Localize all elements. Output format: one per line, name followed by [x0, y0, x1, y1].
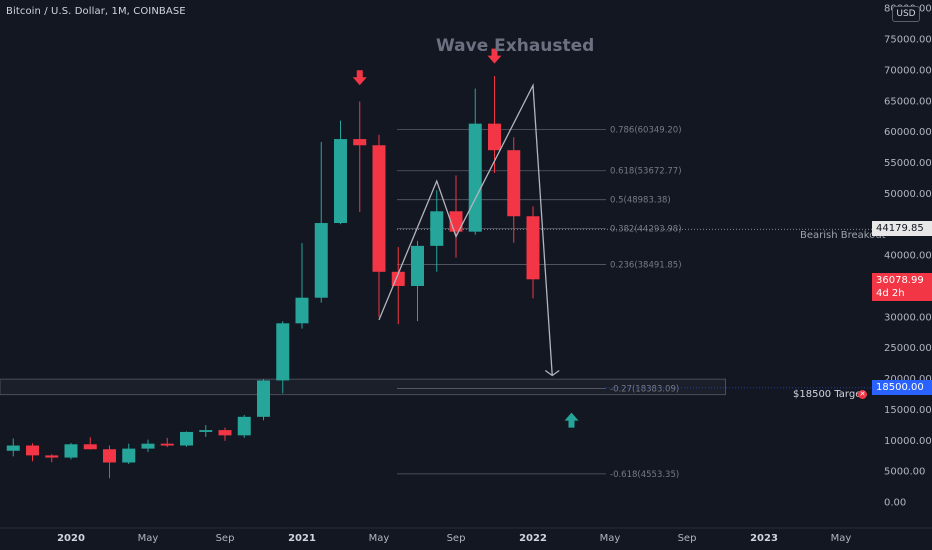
- candle-body[interactable]: [488, 123, 501, 151]
- candle-body[interactable]: [122, 448, 136, 463]
- candle-body[interactable]: [64, 444, 78, 458]
- y-tick-label: 40000.00: [884, 251, 932, 262]
- y-tick-label: 65000.00: [884, 96, 932, 107]
- candle-body[interactable]: [218, 430, 232, 436]
- x-tick-label: Sep: [447, 533, 466, 544]
- y-tick-label: 60000.00: [884, 127, 932, 138]
- candle-body[interactable]: [507, 150, 521, 217]
- candle-body[interactable]: [314, 223, 328, 298]
- x-tick-label: May: [369, 533, 390, 544]
- candle-body[interactable]: [6, 445, 20, 451]
- candle-body[interactable]: [141, 443, 155, 449]
- candle-body[interactable]: [468, 123, 482, 232]
- fib-label: 0.618(53672.77): [610, 167, 682, 177]
- last-price-badge: 36078.99 4d 2h: [872, 273, 932, 301]
- candle-body[interactable]: [411, 245, 424, 286]
- candle-body[interactable]: [26, 445, 39, 456]
- x-tick-label: Sep: [678, 533, 697, 544]
- x-tick-label: 2023: [750, 533, 778, 544]
- y-tick-label: 5000.00: [884, 467, 925, 478]
- candle-body[interactable]: [295, 297, 309, 324]
- projection-arrowhead: [544, 369, 560, 377]
- sell-arrow-icon: [487, 48, 502, 64]
- y-tick-label: 50000.00: [884, 189, 932, 200]
- candle-body[interactable]: [199, 430, 213, 432]
- candle-body[interactable]: [353, 139, 367, 146]
- candle-body[interactable]: [257, 380, 270, 417]
- candle-body[interactable]: [526, 216, 540, 280]
- fib-label: 0.786(60349.20): [610, 126, 682, 136]
- candle-body[interactable]: [45, 455, 59, 458]
- y-tick-label: 25000.00: [884, 343, 932, 354]
- candle-body[interactable]: [160, 443, 174, 446]
- current-price-badge: 44179.85: [872, 221, 932, 236]
- candle-body[interactable]: [237, 416, 251, 436]
- fib-label: 0.236(38491.85): [610, 260, 682, 270]
- wave-projection-path: [378, 82, 553, 376]
- chart-headline: Wave Exhausted: [436, 36, 595, 56]
- target-price-badge: 18500.00: [872, 380, 932, 395]
- candle-body[interactable]: [103, 449, 116, 463]
- last-price-countdown: 4d 2h: [876, 288, 905, 299]
- y-tick-label: 30000.00: [884, 312, 932, 323]
- candle-body[interactable]: [334, 139, 347, 224]
- bearish-breakout-label: Bearish Breakout: [800, 230, 886, 241]
- symbol-title: Bitcoin / U.S. Dollar, 1M, COINBASE: [6, 6, 186, 17]
- candle-body[interactable]: [276, 323, 290, 381]
- fib-label: 0.5(48983.38): [610, 196, 671, 206]
- y-tick-label: 75000.00: [884, 35, 932, 46]
- y-tick-label: 55000.00: [884, 158, 932, 169]
- x-tick-label: Sep: [216, 533, 235, 544]
- last-price-value: 36078.99: [876, 275, 924, 286]
- x-tick-label: 2022: [519, 533, 547, 544]
- x-tick-label: May: [600, 533, 621, 544]
- x-tick-label: May: [831, 533, 852, 544]
- candle-body[interactable]: [372, 145, 386, 272]
- candle-body[interactable]: [180, 431, 193, 446]
- x-tick-label: 2020: [57, 533, 85, 544]
- x-tick-label: 2021: [288, 533, 316, 544]
- x-tick-label: May: [138, 533, 159, 544]
- y-tick-label: 0.00: [884, 498, 906, 509]
- fib-label: 0.382(44293.98): [610, 225, 682, 235]
- y-tick-label: 70000.00: [884, 65, 932, 76]
- target-zone: [0, 378, 726, 396]
- buy-arrow-icon: [564, 412, 579, 428]
- currency-button[interactable]: USD: [892, 6, 920, 22]
- y-tick-label: 10000.00: [884, 436, 932, 447]
- candle-body[interactable]: [83, 444, 97, 450]
- fib-label: -0.618(4553.35): [610, 470, 679, 480]
- y-tick-label: 15000.00: [884, 405, 932, 416]
- target-label: $18500 Target: [793, 389, 866, 400]
- y-tick-label: 20000.00: [884, 374, 932, 385]
- target-alert-icon[interactable]: ✕: [858, 390, 867, 399]
- sell-arrow-icon: [352, 70, 367, 86]
- candle-body[interactable]: [430, 211, 444, 246]
- fib-label: -0.27(18383.09): [610, 385, 679, 395]
